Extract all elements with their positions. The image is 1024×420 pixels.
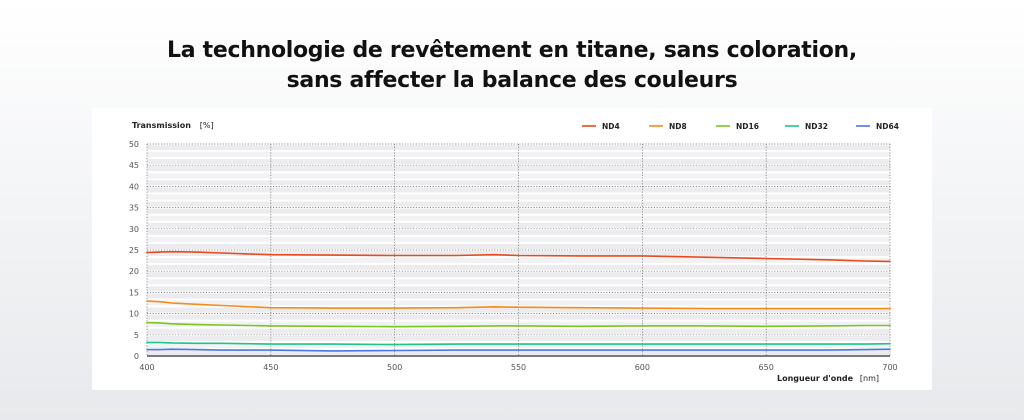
y-tick-label: 15 — [129, 288, 139, 297]
chart-legend: ND4 ND8 ND16 ND32 ND64 — [582, 122, 899, 131]
legend-label-nd4: ND4 — [602, 122, 620, 131]
x-axis-label: Longueur d'onde [nm] — [777, 374, 879, 383]
grid-band — [147, 243, 890, 249]
x-tick-label: 550 — [511, 363, 526, 372]
grid-band — [147, 286, 890, 292]
x-tick-label: 400 — [139, 363, 154, 372]
grid-band — [147, 328, 890, 334]
series-line-nd8 — [146, 300, 891, 310]
grid-band — [147, 272, 890, 278]
x-axis-unit: [nm] — [860, 374, 879, 383]
headline: La technologie de revêtement en titane, … — [0, 36, 1024, 96]
chart-ticks: 0 5 10 15 20 25 30 35 40 45 50 400 450 500 550 600 650 70… — [129, 140, 898, 372]
y-axis-unit: [%] — [200, 121, 214, 130]
x-tick-label: 700 — [882, 363, 897, 372]
grid-band — [147, 201, 890, 207]
y-tick-label: 45 — [129, 161, 139, 170]
y-tick-label: 0 — [134, 352, 139, 361]
x-axis-title: Longueur d'onde — [777, 374, 854, 383]
headline-line-2: sans affecter la balance des couleurs — [286, 68, 738, 93]
legend-label-nd8: ND8 — [669, 122, 687, 131]
y-tick-label: 25 — [129, 246, 139, 255]
grid-band — [147, 194, 890, 200]
series-line-nd64 — [146, 348, 891, 352]
grid-band — [147, 300, 890, 306]
grid-band — [147, 229, 890, 235]
legend-label-nd16: ND16 — [736, 122, 759, 131]
series-line-nd16 — [146, 321, 891, 328]
x-tick-label: 650 — [759, 363, 774, 372]
chart-card: 0 5 10 15 20 25 30 35 40 45 50 400 450 500 550 600 650 70… — [92, 108, 932, 390]
grid-band — [147, 180, 890, 186]
y-tick-label: 5 — [134, 331, 139, 340]
grid-band — [147, 349, 890, 355]
grid-band — [147, 152, 890, 158]
y-tick-label: 10 — [129, 310, 139, 319]
grid-band — [147, 258, 890, 264]
grid-band — [147, 342, 890, 348]
headline-line-1: La technologie de revêtement en titane, … — [167, 38, 857, 63]
y-tick-label: 20 — [129, 267, 139, 276]
x-tick-label: 600 — [635, 363, 650, 372]
legend-label-nd64: ND64 — [876, 122, 899, 131]
chart-series — [146, 250, 891, 352]
series-line-nd4 — [146, 250, 891, 263]
grid-band — [147, 166, 890, 172]
chart-grid — [146, 143, 891, 357]
grid-band — [147, 215, 890, 221]
y-axis-label: Transmission [%] — [132, 121, 214, 130]
grid-band — [147, 314, 890, 320]
x-tick-label: 500 — [387, 363, 402, 372]
y-tick-label: 40 — [129, 182, 139, 191]
grid-band — [147, 208, 890, 214]
series-line-nd32 — [146, 341, 891, 346]
y-tick-label: 35 — [129, 204, 139, 213]
y-tick-label: 50 — [129, 140, 139, 149]
transmission-chart: 0 5 10 15 20 25 30 35 40 45 50 400 450 500 550 600 650 70… — [129, 121, 899, 383]
y-axis-title: Transmission — [132, 121, 191, 130]
x-tick-label: 450 — [263, 363, 278, 372]
y-tick-label: 30 — [129, 225, 139, 234]
legend-label-nd32: ND32 — [805, 122, 828, 131]
